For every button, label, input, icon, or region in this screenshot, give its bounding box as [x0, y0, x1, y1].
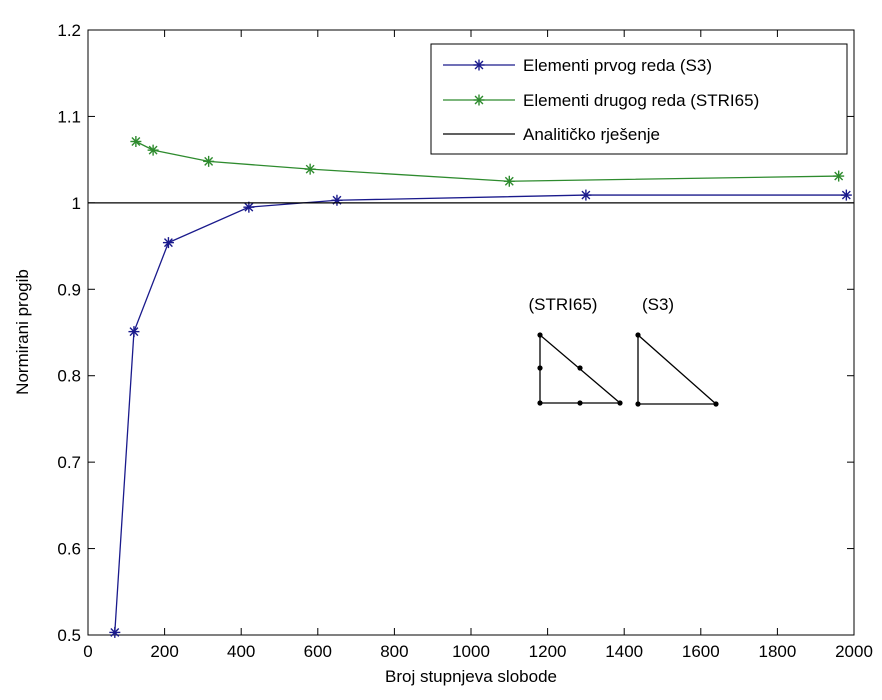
legend-marker-s3 — [473, 59, 485, 71]
series-1-point — [304, 163, 316, 175]
y-tick-label: 0.8 — [57, 367, 81, 386]
series-1-point — [503, 175, 515, 187]
series-line-1 — [135, 140, 839, 182]
series-0-point — [331, 194, 343, 206]
x-tick-label: 400 — [227, 642, 255, 661]
y-tick-label: 0.7 — [57, 453, 81, 472]
series-1-point — [203, 155, 215, 167]
legend-star-stri65 — [473, 94, 485, 106]
series-0-point — [840, 189, 852, 201]
series-layer — [88, 135, 854, 638]
legend-star-s3 — [473, 59, 485, 71]
series-0-point — [162, 237, 174, 249]
x-tick-label: 2000 — [835, 642, 873, 661]
legend-label-analytic: Analitičko rješenje — [523, 125, 660, 144]
x-tick-label: 200 — [150, 642, 178, 661]
series-1-point — [147, 144, 159, 156]
x-tick-label: 0 — [83, 642, 92, 661]
series-0-point — [128, 326, 140, 338]
x-tick-label: 1200 — [529, 642, 567, 661]
series-0-point — [243, 201, 255, 213]
x-tick-label: 1000 — [452, 642, 490, 661]
y-tick-label: 1.1 — [57, 107, 81, 126]
x-tick-label: 600 — [304, 642, 332, 661]
x-tick-label: 1600 — [682, 642, 720, 661]
series-0-point — [109, 626, 121, 638]
x-tick-label: 1800 — [758, 642, 796, 661]
y-tick-label: 0.9 — [57, 280, 81, 299]
x-axis-label: Broj stupnjeva slobode — [385, 667, 557, 686]
legend-item-analytic: Analitičko rješenje — [443, 125, 660, 144]
x-tick-label: 1400 — [605, 642, 643, 661]
legend-item-s3: Elementi prvog reda (S3) — [443, 56, 712, 75]
y-tick-label: 0.6 — [57, 540, 81, 559]
legend-box — [430, 43, 848, 155]
s3-sketch-label: (S3) — [642, 295, 674, 314]
legend: Elementi prvog reda (S3) Elementi drugog… — [430, 43, 848, 155]
y-tick-label: 0.5 — [57, 626, 81, 645]
stri65-sketch-label: (STRI65) — [529, 295, 598, 314]
x-tick-label: 800 — [380, 642, 408, 661]
axis-ticks: 0 200 400 600 800 1000 1200 1400 1600 1800 2000 0.5… — [57, 21, 873, 661]
y-tick-label: 1.2 — [57, 21, 81, 40]
element-sketches: (STRI65) (S3) — [529, 295, 719, 407]
stri65-triangle — [537, 332, 623, 406]
legend-label-s3: Elementi prvog reda (S3) — [523, 56, 712, 75]
legend-item-stri65: Elementi drugog reda (STRI65) — [443, 91, 759, 110]
s3-triangle — [635, 332, 719, 407]
legend-label-stri65: Elementi drugog reda (STRI65) — [523, 91, 759, 110]
y-tick-label: 1 — [72, 194, 81, 213]
series-1-point — [130, 135, 142, 147]
series-0-point — [580, 189, 592, 201]
series-1-point — [833, 170, 845, 182]
legend-marker-stri65 — [473, 94, 485, 106]
y-axis-label: Normirani progib — [13, 269, 32, 395]
